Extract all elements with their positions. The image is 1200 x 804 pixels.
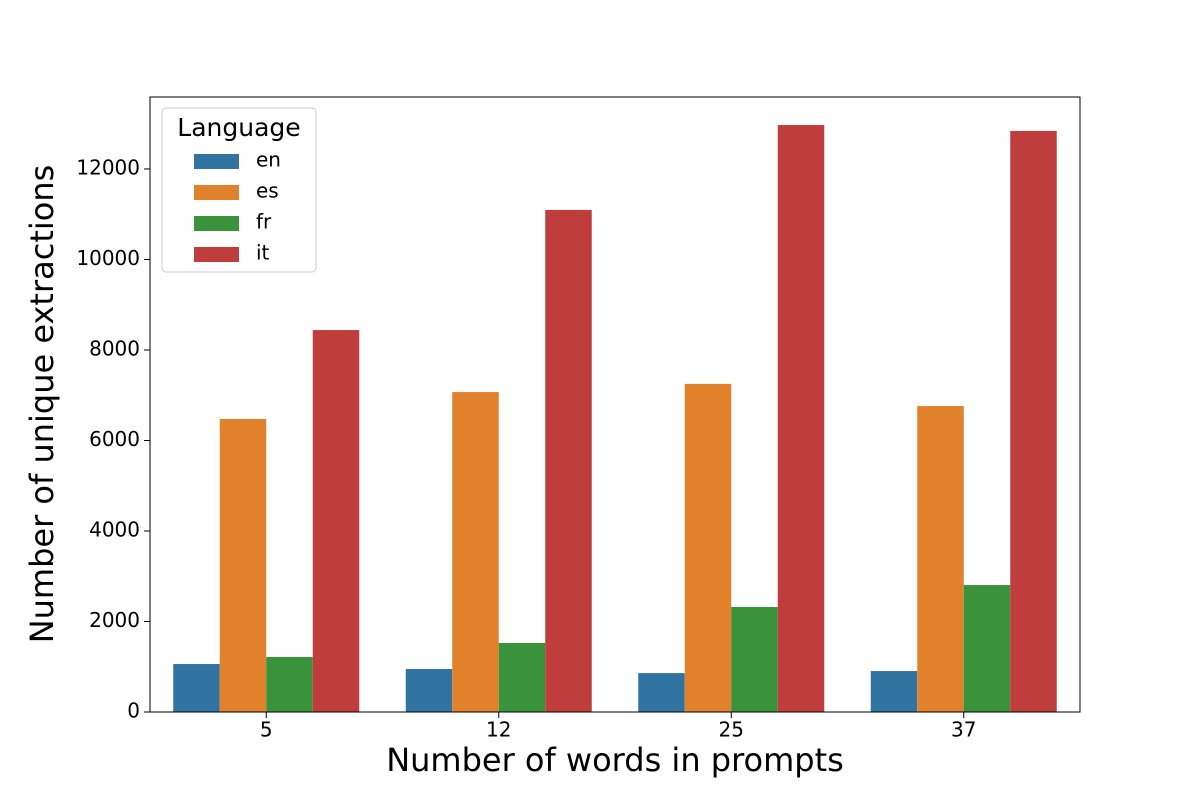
bar xyxy=(405,669,453,712)
y-tick-label: 6000 xyxy=(89,427,140,451)
plot-frame xyxy=(149,96,1081,713)
y-tick-label: 2000 xyxy=(89,608,140,632)
bar xyxy=(731,607,778,712)
y-tick-label: 8000 xyxy=(89,336,140,360)
y-tick-label: 0 xyxy=(127,699,140,723)
bar xyxy=(777,125,825,713)
bar xyxy=(684,383,732,712)
bar xyxy=(963,585,1011,712)
y-tick-label: 10000 xyxy=(76,246,140,270)
x-tick-label: 5 xyxy=(260,718,273,742)
legend-swatch xyxy=(194,247,239,262)
legend-swatch xyxy=(194,216,239,231)
x-tick-label: 12 xyxy=(486,718,511,742)
bar xyxy=(917,406,964,712)
legend-title: Language xyxy=(177,113,300,142)
bar xyxy=(266,657,313,712)
legend-label: it xyxy=(256,241,270,265)
bar xyxy=(498,642,546,712)
y-tick-label: 12000 xyxy=(76,155,140,179)
legend-label: fr xyxy=(256,210,272,234)
bar xyxy=(219,418,267,712)
x-axis-label: Number of words in prompts xyxy=(386,741,844,779)
legend-swatch xyxy=(194,185,239,200)
bar xyxy=(1010,130,1057,712)
bar xyxy=(312,330,360,712)
legend-swatch xyxy=(194,154,239,169)
bar xyxy=(870,671,918,712)
y-axis-label: Number of unique extractions xyxy=(23,165,61,644)
y-tick-label: 4000 xyxy=(89,517,140,541)
bar xyxy=(452,392,499,712)
legend-label: es xyxy=(256,179,279,203)
x-tick-label: 25 xyxy=(719,718,744,742)
bar xyxy=(638,673,685,712)
bar xyxy=(173,664,220,712)
bar xyxy=(545,209,592,712)
x-tick-label: 37 xyxy=(951,718,976,742)
legend-label: en xyxy=(256,148,281,172)
